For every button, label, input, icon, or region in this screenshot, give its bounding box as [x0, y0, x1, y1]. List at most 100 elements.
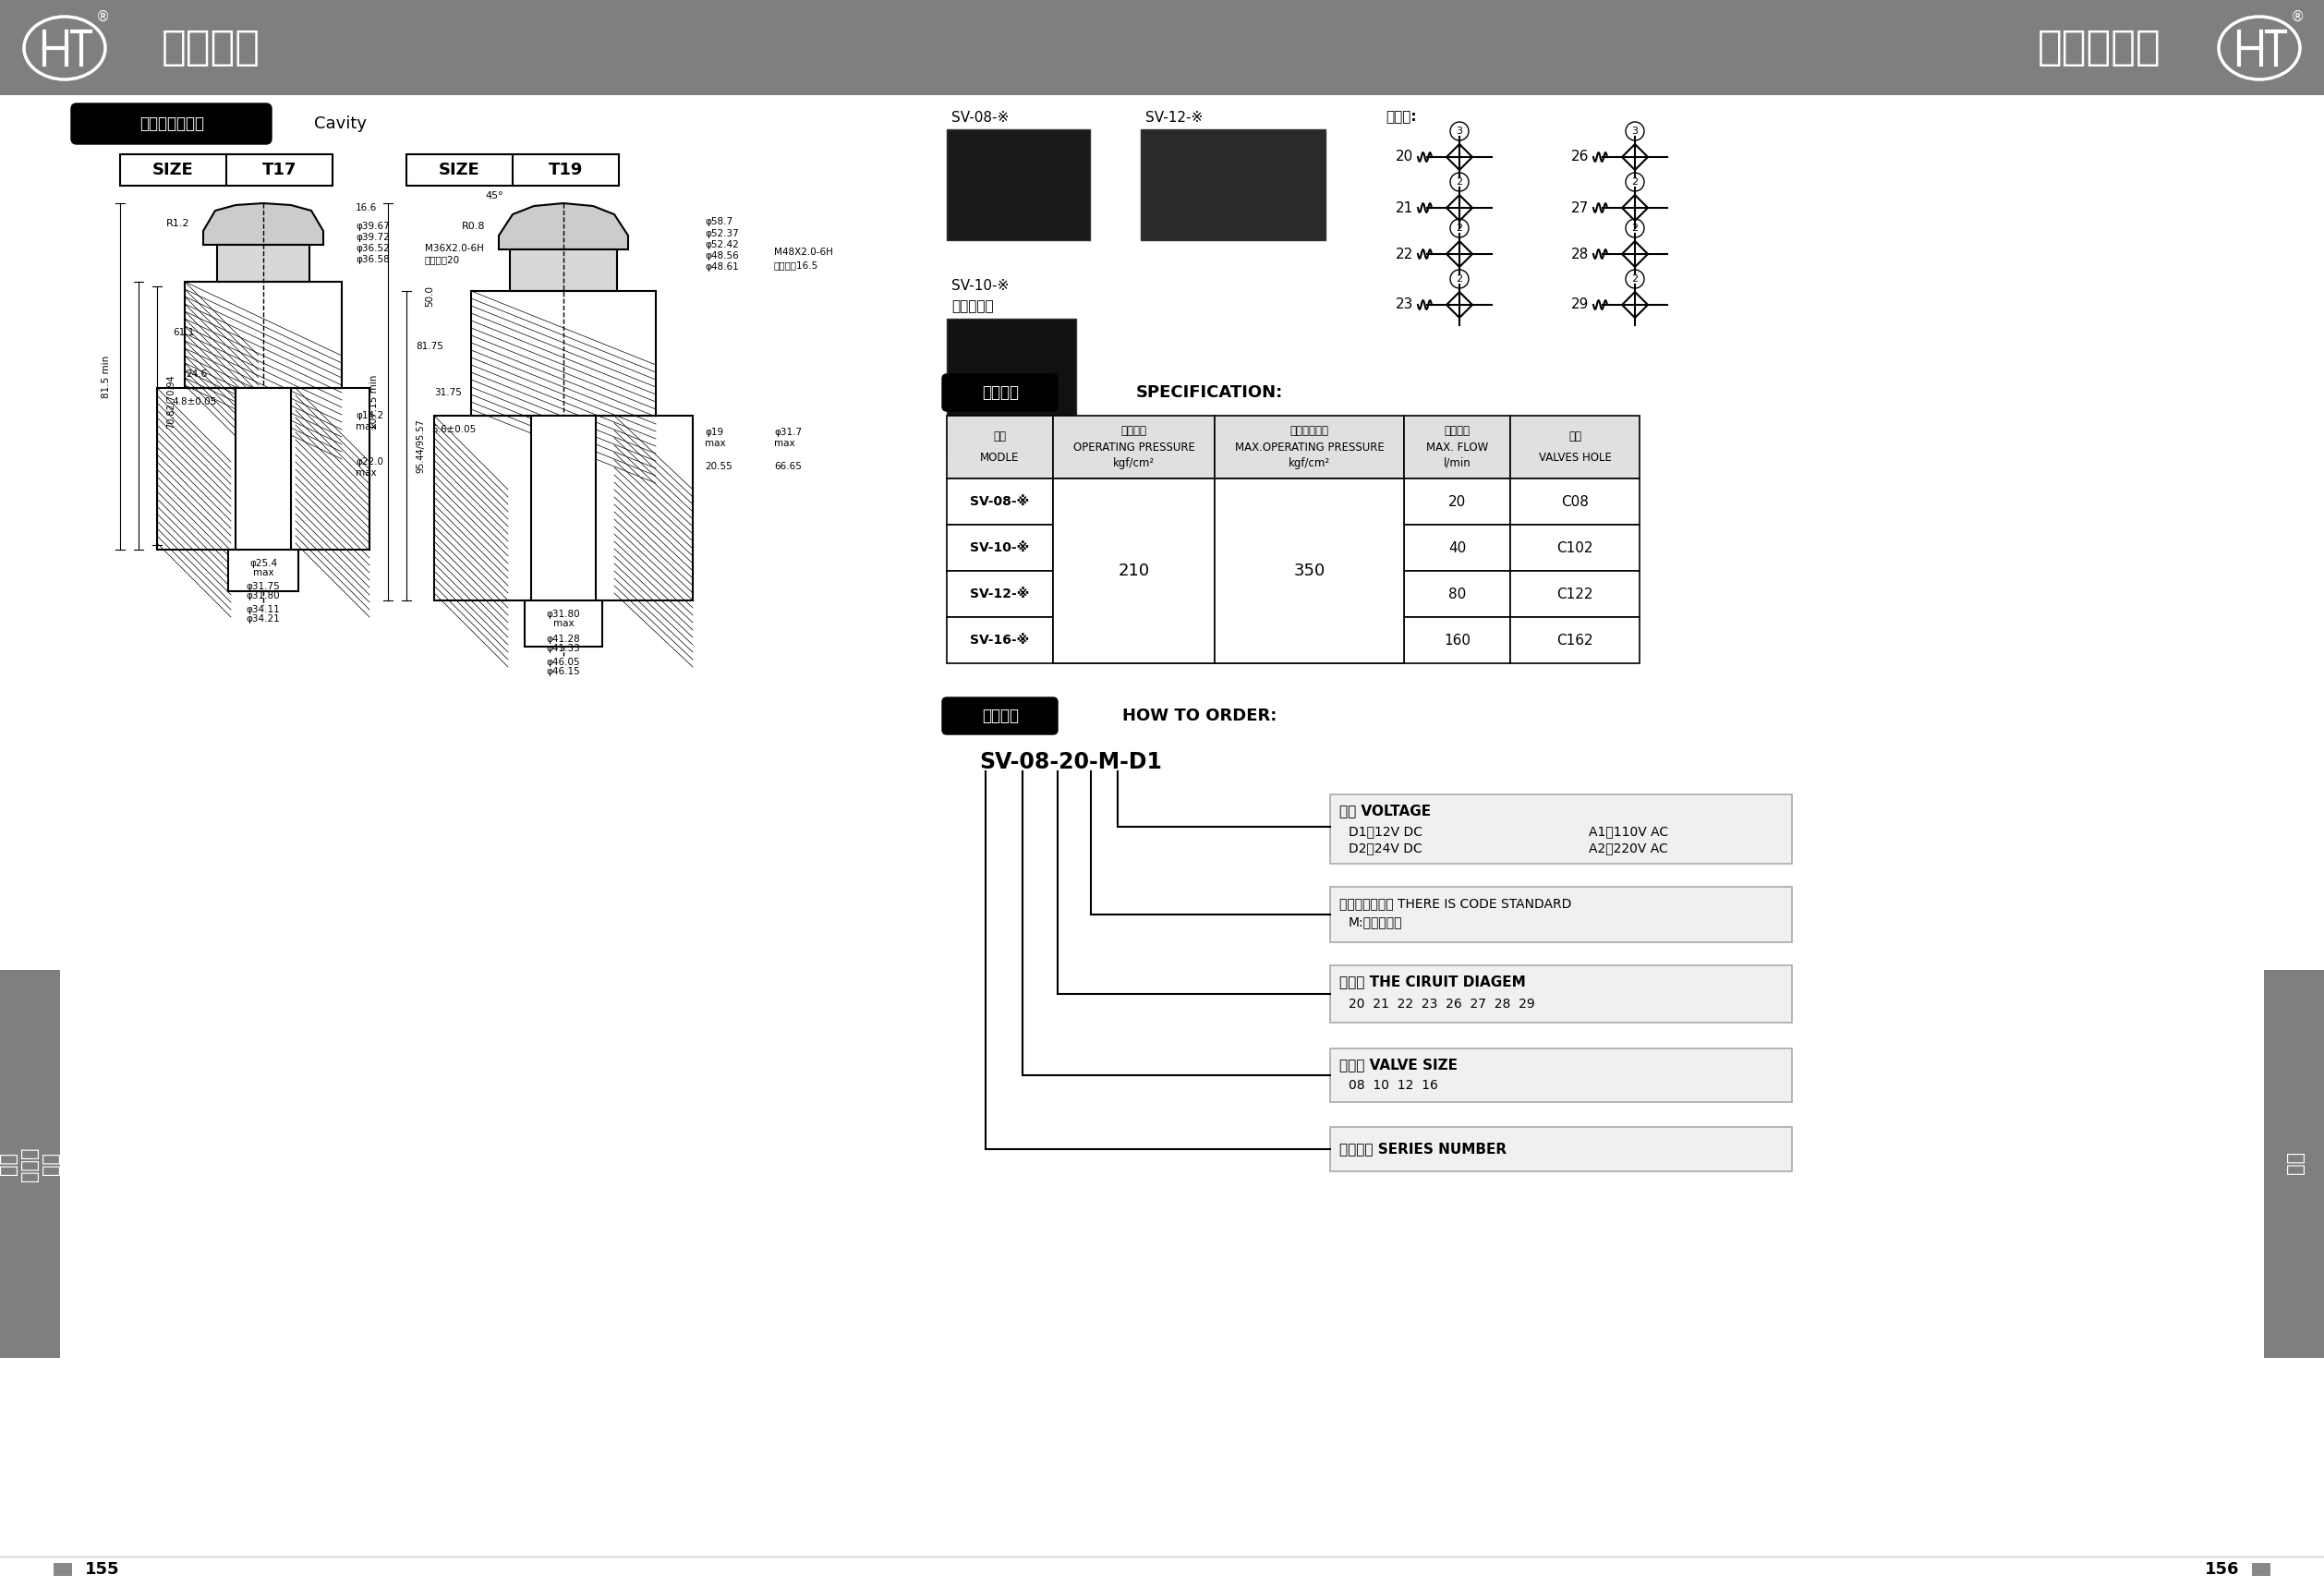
Text: 閥孔: 閥孔 — [1569, 430, 1580, 443]
Text: 系列編號 SERIES NUMBER: 系列編號 SERIES NUMBER — [1339, 1143, 1506, 1155]
Text: C102: C102 — [1557, 541, 1594, 555]
Text: 2: 2 — [1631, 224, 1638, 233]
Text: C162: C162 — [1557, 633, 1594, 647]
Bar — [121, 154, 332, 186]
Text: φ34.11: φ34.11 — [246, 605, 281, 614]
Bar — [1141, 129, 1325, 240]
Bar — [1215, 571, 1404, 617]
Bar — [946, 416, 1053, 479]
Text: SV-12-※: SV-12-※ — [969, 587, 1030, 600]
Text: C122: C122 — [1557, 587, 1594, 601]
Bar — [1511, 479, 1638, 525]
Text: φ14.2: φ14.2 — [356, 411, 383, 421]
Bar — [1053, 416, 1215, 479]
Text: 4.8±0.05: 4.8±0.05 — [172, 397, 216, 406]
Text: 95.44/95.57: 95.44/95.57 — [416, 419, 425, 473]
Text: SIZE: SIZE — [439, 162, 479, 178]
Text: 21: 21 — [1394, 202, 1413, 214]
Text: 牙有效長16.5: 牙有效長16.5 — [774, 260, 818, 270]
Bar — [0, 970, 60, 1358]
Text: max: max — [356, 468, 376, 478]
Text: max: max — [553, 619, 574, 628]
Bar — [525, 600, 602, 646]
Text: OPERATING PRESSURE: OPERATING PRESSURE — [1074, 441, 1195, 454]
Bar — [1511, 571, 1638, 617]
Text: 350: 350 — [1294, 562, 1325, 579]
Text: 選擇: 選擇 — [2284, 1152, 2303, 1176]
Bar — [946, 525, 1053, 571]
Bar — [2264, 970, 2324, 1358]
Bar — [1215, 416, 1404, 479]
Text: M48X2.0-6H: M48X2.0-6H — [774, 248, 832, 257]
Text: 45°: 45° — [486, 190, 504, 200]
Bar — [532, 416, 595, 600]
Text: （附底板）: （附底板） — [951, 300, 995, 314]
Text: Cavity: Cavity — [314, 116, 367, 132]
Text: φ31.7: φ31.7 — [774, 427, 802, 436]
Text: 66.65: 66.65 — [774, 462, 802, 471]
Bar — [1329, 795, 1792, 863]
Text: 20: 20 — [1448, 495, 1466, 508]
Bar — [1329, 887, 1792, 943]
Bar — [53, 1563, 72, 1576]
Text: l/min: l/min — [1443, 457, 1471, 468]
Bar — [2252, 1563, 2271, 1576]
Text: 無標示：標準型 THERE IS CODE STANDARD: 無標示：標準型 THERE IS CODE STANDARD — [1339, 897, 1571, 909]
Text: φ31.80: φ31.80 — [246, 592, 281, 600]
FancyBboxPatch shape — [941, 375, 1057, 411]
Text: ®: ® — [2291, 10, 2305, 24]
Text: 50.0: 50.0 — [425, 286, 435, 306]
Text: SPECIFICATION:: SPECIFICATION: — [1136, 384, 1283, 402]
Bar — [1511, 416, 1638, 479]
Text: T17: T17 — [263, 162, 297, 178]
Text: 40: 40 — [1448, 541, 1466, 555]
Bar — [1404, 571, 1511, 617]
Bar — [509, 249, 618, 290]
Text: φ31.75: φ31.75 — [246, 582, 281, 592]
Text: VALVES HOLE: VALVES HOLE — [1538, 452, 1611, 463]
Text: MAX. FLOW: MAX. FLOW — [1427, 441, 1487, 454]
Text: 2: 2 — [1457, 275, 1462, 284]
Bar — [1329, 1127, 1792, 1171]
Text: max: max — [774, 438, 795, 448]
Text: φ52.37: φ52.37 — [704, 229, 739, 238]
Bar — [1404, 416, 1511, 479]
Bar — [1329, 965, 1792, 1022]
Bar — [1329, 1049, 1792, 1101]
Bar — [1053, 479, 1215, 525]
Text: SV-16-※: SV-16-※ — [971, 633, 1030, 646]
Text: 電壓 VOLTAGE: 電壓 VOLTAGE — [1339, 805, 1432, 817]
Text: 油路圖:: 油路圖: — [1385, 111, 1418, 124]
Polygon shape — [500, 203, 627, 249]
Text: 20  21  22  23  26  27  28  29: 20 21 22 23 26 27 28 29 — [1348, 998, 1534, 1011]
Bar — [1215, 617, 1404, 663]
Text: M:帶手動功能: M:帶手動功能 — [1348, 916, 1404, 928]
Text: 210: 210 — [1118, 562, 1150, 579]
Text: 閥成型孔尺寸圖: 閥成型孔尺寸圖 — [139, 116, 205, 132]
Bar — [946, 129, 1090, 240]
Text: 08  10  12  16: 08 10 12 16 — [1348, 1079, 1439, 1092]
Text: 80: 80 — [1448, 587, 1466, 601]
Bar — [435, 416, 693, 600]
Bar — [1404, 479, 1511, 525]
Text: 閥成型孔: 閥成型孔 — [163, 29, 260, 68]
Text: 156: 156 — [2205, 1562, 2238, 1577]
Text: φ22.0: φ22.0 — [356, 457, 383, 467]
FancyBboxPatch shape — [941, 697, 1057, 735]
Bar — [1053, 617, 1215, 663]
Text: kgf/cm²: kgf/cm² — [1287, 457, 1329, 468]
Text: 操作壓力: 操作壓力 — [1120, 425, 1146, 438]
Text: SV-10-※: SV-10-※ — [951, 279, 1009, 294]
Text: 2: 2 — [1457, 178, 1462, 187]
Text: 型式: 型式 — [992, 430, 1006, 443]
Text: R1.2: R1.2 — [165, 219, 188, 229]
Text: 2: 2 — [1457, 224, 1462, 233]
Text: 70.82/70.94: 70.82/70.94 — [167, 375, 177, 428]
Text: 107.15 min: 107.15 min — [370, 375, 379, 428]
Bar — [1511, 617, 1638, 663]
Bar — [1053, 571, 1215, 617]
Text: C08: C08 — [1562, 495, 1590, 508]
Text: 2: 2 — [1631, 178, 1638, 187]
Text: φ41.33: φ41.33 — [546, 644, 581, 654]
Text: MAX.OPERATING PRESSURE: MAX.OPERATING PRESSURE — [1234, 441, 1385, 454]
